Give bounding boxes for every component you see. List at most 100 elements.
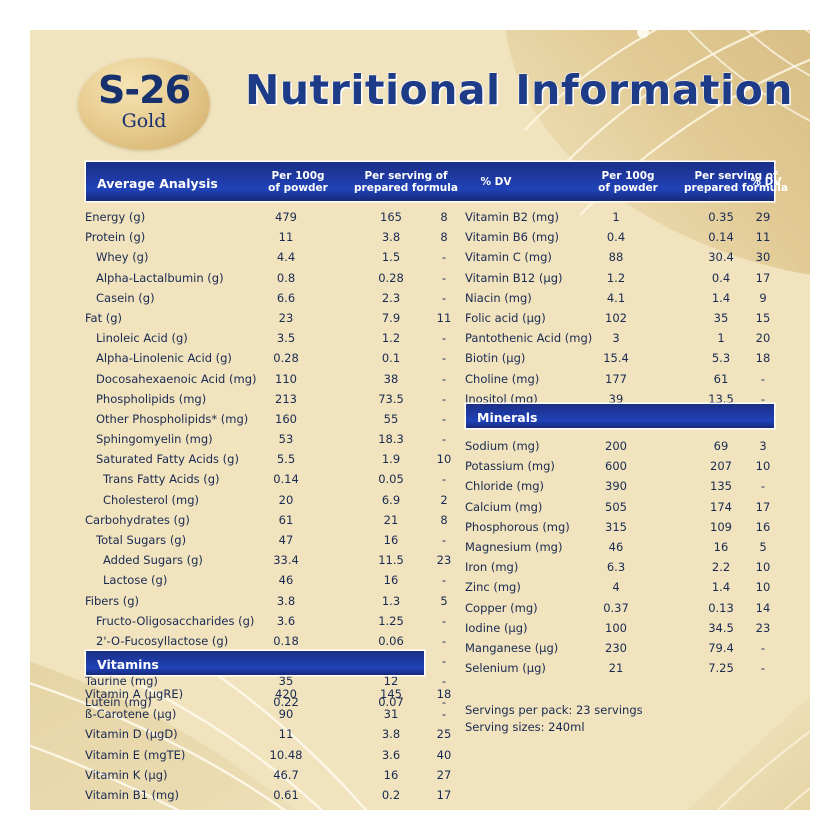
vitamins-table-left: Vitamin A (µgRE) 420 145 18 ß-Carotene (µg) 9…	[85, 685, 475, 806]
value-per-100g: 10.48	[269, 747, 303, 762]
vitamins-section-bar: Vitamins	[85, 650, 425, 676]
value-percent-dv: 10	[755, 560, 771, 575]
value-per-serving: 0.07	[378, 694, 404, 709]
nutrient-name: Cholesterol (mg)	[103, 492, 200, 507]
value-percent-dv: 17	[436, 787, 452, 802]
nutrient-name: Energy (g)	[85, 210, 146, 224]
value-percent-dv: 5	[440, 593, 448, 608]
brand-name: S-26	[97, 68, 191, 112]
minerals-label: Minerals	[477, 410, 538, 425]
value-percent-dv: 16	[755, 519, 771, 534]
nutrient-name: Calcium (mg)	[465, 499, 543, 514]
value-per-serving: 109	[710, 519, 732, 534]
nutrient-name: Inositol (mg)	[465, 391, 538, 406]
nutrient-name: Folic acid (µg)	[465, 310, 546, 325]
table-row: Added Sugars (g) 33.4 11.5 23	[85, 551, 475, 571]
value-per-serving: 1	[717, 331, 725, 346]
value-percent-dv: -	[441, 270, 447, 285]
value-per-serving: 11.5	[378, 553, 404, 568]
value-per-serving: 7.25	[708, 661, 734, 676]
nutrient-name: Vitamin C (mg)	[465, 250, 552, 265]
value-per-100g: 3.5	[276, 331, 296, 346]
table-row: Other Phospholipids* (mg) 160 55 -	[85, 410, 475, 430]
value-per-100g: 315	[605, 519, 627, 534]
value-per-serving: 0.35	[708, 210, 734, 224]
value-percent-dv: -	[760, 640, 766, 655]
column-header-per-100g-left: Per 100g of powder	[252, 170, 344, 194]
value-per-100g: 21	[608, 661, 624, 676]
nutrient-name: Fat (g)	[85, 310, 123, 325]
table-header-bar: Average Analysis Per 100g of powder Per …	[85, 161, 788, 202]
table-row: Protein (g) 11 3.8 8	[85, 228, 475, 248]
nutrient-name: Whey (g)	[96, 250, 149, 265]
table-row: Lutein (mg) 0.22 0.07 -	[85, 693, 475, 713]
value-per-serving: 73.5	[378, 391, 404, 406]
nutrient-name: Phosphorous (mg)	[465, 519, 570, 534]
value-per-serving: 1.4	[711, 290, 731, 305]
value-per-serving: 0.2	[381, 787, 401, 802]
table-row: Manganese (µg) 230 79.4 -	[465, 639, 805, 659]
nutrient-name: Vitamin B2 (mg)	[465, 210, 560, 224]
average-analysis-label: Average Analysis	[97, 176, 218, 191]
table-row: ß-Carotene (µg) 90 31 -	[85, 705, 475, 725]
value-percent-dv: -	[441, 654, 447, 669]
nutrient-name: Potassium (mg)	[465, 459, 555, 474]
value-per-100g: 100	[605, 620, 627, 635]
column-header-per-serving-left: Per serving of prepared formula	[344, 170, 468, 194]
nutrient-name: Vitamin B6 (mg)	[465, 230, 560, 245]
table-row: Alpha-Linolenic Acid (g) 0.28 0.1 -	[85, 349, 475, 369]
value-percent-dv: -	[441, 432, 447, 447]
value-per-serving: 18.3	[378, 432, 404, 447]
value-per-100g: 102	[605, 310, 627, 325]
table-row: Vitamin D (µgD) 11 3.8 25	[85, 725, 475, 745]
value-percent-dv: -	[760, 391, 766, 406]
table-row: Vitamin B2 (mg) 1 0.35 29	[465, 208, 805, 228]
nutrient-name: Casein (g)	[96, 290, 155, 305]
nutrient-name: Niacin (mg)	[465, 290, 532, 305]
nutrient-name: Alpha-Linolenic Acid (g)	[96, 351, 232, 366]
value-per-serving: 55	[383, 411, 399, 426]
nutrient-name: Iodine (µg)	[465, 620, 528, 635]
vitamins-label: Vitamins	[97, 657, 159, 672]
nutrient-name: Phospholipids (mg)	[96, 391, 207, 406]
value-per-100g: 390	[605, 479, 627, 494]
nutrient-name: 2'-O-Fucosyllactose (g)	[96, 633, 229, 648]
value-per-serving: 16	[383, 767, 399, 782]
value-per-serving: 31	[383, 707, 399, 722]
value-per-100g: 61	[278, 512, 294, 527]
value-per-100g: 23	[278, 310, 294, 325]
table-row: Casein (g) 6.6 2.3 -	[85, 289, 475, 309]
value-per-serving: 35	[713, 310, 729, 325]
table-row: Inositol (mg) 39 13.5 -	[465, 390, 805, 410]
value-per-100g: 20	[278, 492, 294, 507]
col-per-100g-line1-r: Per 100g	[601, 170, 655, 182]
value-per-serving: 0.05	[378, 472, 404, 487]
table-row: Phospholipids (mg) 213 73.5 -	[85, 390, 475, 410]
nutrient-name: Taurine (mg)	[85, 674, 158, 689]
value-per-serving: 145	[380, 687, 402, 701]
value-percent-dv: 9	[759, 290, 767, 305]
nutrient-name: Vitamin E (mgTE)	[85, 747, 186, 762]
table-row: Vitamin E (mgTE) 10.48 3.6 40	[85, 746, 475, 766]
value-per-serving: 6.9	[381, 492, 401, 507]
nutrient-name: Vitamin K (µg)	[85, 767, 168, 782]
value-per-serving: 0.28	[378, 270, 404, 285]
value-percent-dv: -	[441, 613, 447, 628]
value-percent-dv: 10	[755, 580, 771, 595]
table-row: Choline (mg) 177 61 -	[465, 370, 805, 390]
value-per-100g: 35	[278, 674, 294, 689]
value-per-100g: 479	[275, 210, 297, 224]
serving-notes: Servings per pack: 23 servings Serving s…	[465, 702, 643, 736]
value-per-serving: 1.3	[381, 593, 401, 608]
value-per-serving: 3.6	[381, 747, 401, 762]
value-percent-dv: 23	[755, 620, 771, 635]
nutrient-name: Protein (g)	[85, 230, 146, 245]
value-per-serving: 1.9	[381, 452, 401, 467]
table-row: Vitamin C (mg) 88 30.4 30	[465, 248, 805, 268]
value-per-100g: 505	[605, 499, 627, 514]
value-percent-dv: -	[441, 371, 447, 386]
value-per-serving: 30.4	[708, 250, 734, 265]
table-row: Vitamin B6 (mg) 0.4 0.14 11	[465, 228, 805, 248]
registered-trademark-icon: ®	[183, 74, 191, 83]
table-row: 2'-O-Fucosyllactose (g) 0.18 0.06 -	[85, 632, 475, 652]
